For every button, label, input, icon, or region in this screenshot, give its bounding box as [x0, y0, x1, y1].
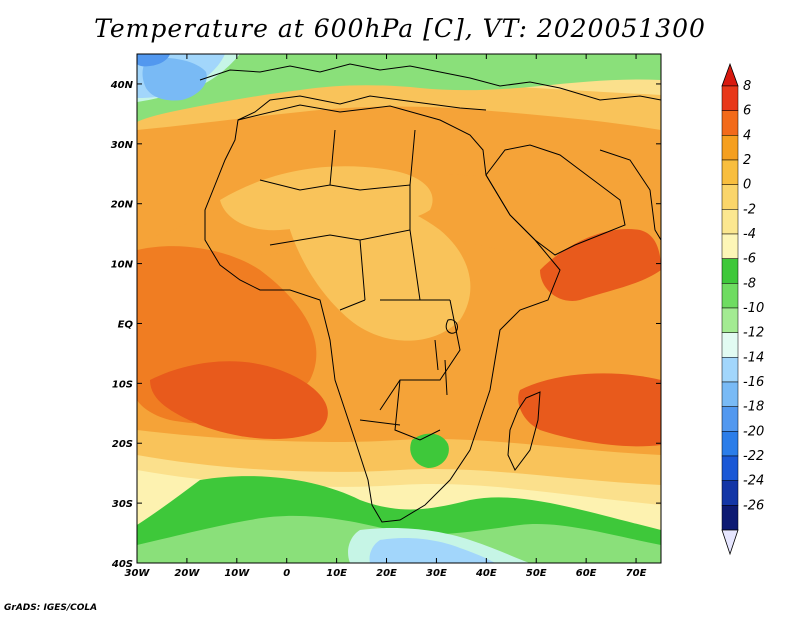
field-northwest-blue	[142, 57, 207, 101]
credit-label: GrADS: IGES/COLA	[4, 603, 98, 613]
colorbar-swatch	[721, 357, 739, 383]
lon-label: 70E	[626, 568, 647, 579]
lat-label: 40N	[110, 80, 134, 91]
lake-victoria	[445, 319, 458, 334]
colorbar-label: -6	[743, 252, 756, 267]
india-coast	[599, 149, 661, 241]
colorbar-swatch	[721, 135, 739, 161]
colorbar-label: -16	[743, 375, 764, 390]
colorbar-bottom-arrow	[721, 529, 739, 556]
colorbar-swatch	[721, 209, 739, 235]
colorbar-label: -22	[743, 449, 764, 464]
colorbar-swatch	[721, 283, 739, 309]
lat-label: 20N	[111, 200, 134, 211]
field-north-green	[137, 54, 661, 122]
borders-1	[259, 179, 411, 246]
arabia-coastline	[485, 144, 626, 256]
colorbar-swatch	[721, 110, 739, 136]
colorbar-top-arrow	[721, 62, 739, 87]
lat-label: 30N	[111, 140, 134, 151]
colorbar-label: 2	[743, 153, 751, 168]
colorbar: 8 6 4 2 0 -2 -4 -6 -8 -10 -12 -14 -16 -18 -20 -22 -24 -26	[721, 62, 764, 556]
colorbar-swatch	[721, 233, 739, 259]
plot-frame	[136, 53, 662, 564]
field-northwest-deepblue	[137, 54, 170, 67]
colorbar-swatch	[721, 85, 739, 111]
lon-label: 0	[283, 568, 290, 579]
colorbar-swatch	[721, 332, 739, 358]
colorbar-swatch	[721, 184, 739, 210]
field-west-atlantic-hot	[150, 361, 328, 440]
lat-label: 20S	[112, 439, 133, 450]
colorbar-swatch	[721, 307, 739, 333]
colorbar-label: -10	[743, 301, 764, 316]
colorbar-swatch	[721, 381, 739, 407]
colorbar-swatch	[721, 505, 739, 531]
field-africa-mild	[290, 191, 471, 341]
borders-3	[339, 299, 441, 441]
lon-label: 40E	[475, 568, 497, 579]
lon-label: 20W	[174, 568, 200, 579]
colorbar-label: -20	[743, 424, 764, 439]
colorbar-label: -8	[743, 276, 756, 291]
coastlines	[199, 63, 661, 523]
colorbar-swatch	[721, 431, 739, 457]
field-indian-ocean-hot	[518, 373, 661, 447]
borders-2	[329, 129, 461, 411]
mediterranean-coast	[237, 95, 487, 121]
lat-label: 10S	[112, 379, 133, 390]
lat-label: EQ	[118, 319, 134, 330]
lon-label: 30E	[426, 568, 447, 579]
colorbar-swatch	[721, 159, 739, 185]
colorbar-label: -26	[743, 498, 764, 513]
plot-title: Temperature at 600hPa [C], VT: 202005130…	[94, 14, 706, 43]
colorbar-label: -2	[743, 202, 756, 217]
lon-label: 20E	[376, 568, 397, 579]
lon-label: 60E	[576, 568, 597, 579]
lat-label: 10N	[111, 260, 134, 271]
lon-label: 10W	[224, 568, 250, 579]
africa-coastline	[204, 104, 561, 523]
lon-label: 30W	[125, 568, 151, 579]
temperature-field	[137, 54, 661, 563]
lon-label: 50E	[526, 568, 547, 579]
colorbar-swatch	[721, 406, 739, 432]
colorbar-label: -18	[743, 400, 764, 415]
colorbar-swatch	[721, 455, 739, 481]
field-kalahari-green	[410, 433, 449, 468]
field-south-lightblue	[369, 537, 495, 563]
colorbar-label: -4	[743, 227, 756, 242]
rift-lakes	[434, 339, 448, 396]
colorbar-label: 0	[743, 178, 751, 193]
lon-label: 10E	[326, 568, 347, 579]
colorbar-label: 6	[743, 104, 751, 119]
colorbar-swatch	[721, 258, 739, 284]
europe-coastline	[199, 63, 661, 101]
colorbar-swatch	[721, 480, 739, 506]
lat-label: 30S	[112, 499, 133, 510]
colorbar-label: -12	[743, 326, 764, 341]
madagascar	[507, 391, 541, 471]
colorbar-label: -24	[743, 474, 764, 489]
colorbar-label: 4	[743, 128, 751, 143]
lat-label: 40S	[111, 559, 133, 570]
colorbar-label: 8	[743, 79, 751, 94]
colorbar-label: -14	[743, 350, 764, 365]
